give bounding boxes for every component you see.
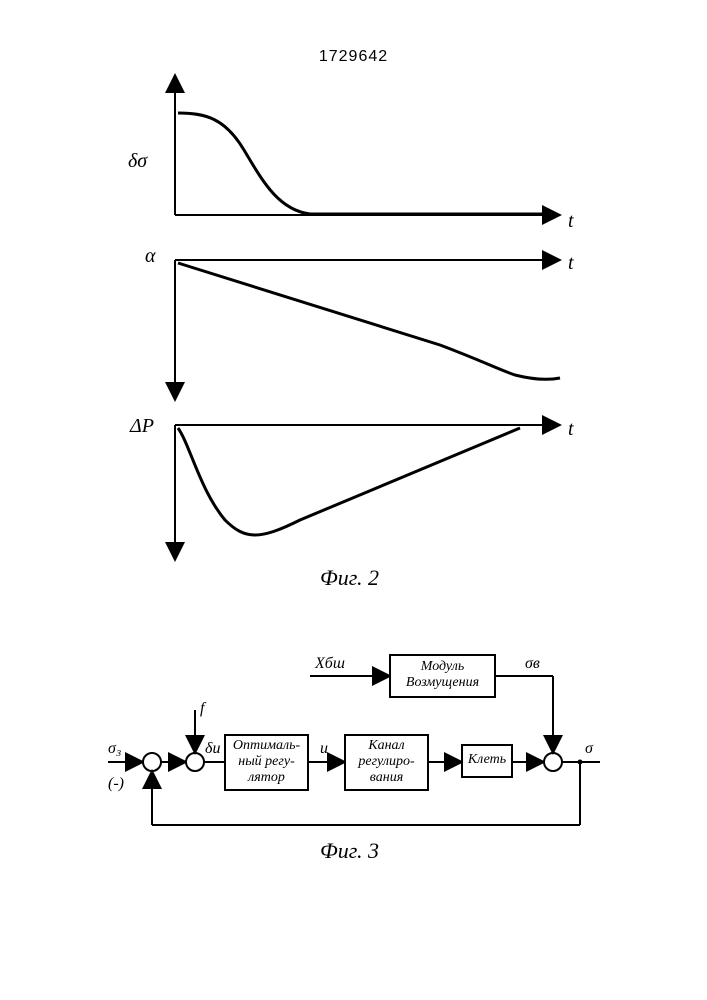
label-sigma: σ [585, 740, 593, 758]
fig3-caption: Фиг. 3 [320, 838, 379, 864]
label-minus: (-) [108, 775, 124, 793]
label-delta-i: δи [205, 740, 220, 758]
block-disturb-label: МодульВозмущения [390, 659, 495, 691]
label-sigma-z: σ₃ [108, 740, 121, 758]
block-channel-label: Каналрегулиро-вания [345, 738, 428, 786]
label-xbsh: Хбш [315, 655, 345, 673]
label-f: f [200, 700, 204, 718]
block-regulator-label: Оптималь-ный регу-лятор [225, 738, 308, 786]
label-sigma-v: σв [525, 655, 540, 673]
label-u: и [320, 740, 328, 758]
block-stand-label: Клеть [462, 752, 512, 768]
